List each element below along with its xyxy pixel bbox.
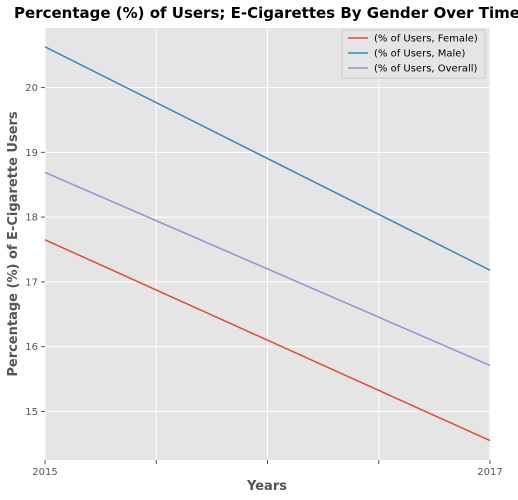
legend-box (341, 29, 486, 79)
y-tick-label: 15 (25, 407, 38, 418)
legend-label: (% of Users, Male) (374, 49, 465, 60)
legend: (% of Users, Female) (% of Users, Male) (%… (341, 29, 486, 79)
y-tick-label: 17 (25, 277, 38, 288)
y-tick-label: 20 (25, 83, 38, 94)
series-lines (44, 46, 491, 442)
x-axis-label: Years (246, 479, 287, 494)
series-line (44, 171, 491, 367)
legend-label: (% of Users, Female) (374, 34, 478, 45)
series-line (44, 46, 491, 271)
chart-title: Percentage (%) of Users; E-Cigarettes By… (14, 4, 518, 22)
x-axis-ticks: 2015 2017 (32, 460, 503, 478)
x-tick-label: 2017 (477, 467, 502, 478)
x-tick-label: 2015 (32, 467, 57, 478)
y-tick-label: 19 (25, 148, 38, 159)
y-axis-ticks: 15 16 17 18 19 20 (25, 83, 45, 418)
grid-lines (44, 28, 491, 460)
y-tick-label: 18 (25, 213, 38, 224)
legend-label: (% of Users, Overall) (374, 64, 477, 75)
y-axis-label: Percentage (%) of E-Cigarette Users (6, 111, 21, 377)
series-line (44, 239, 491, 442)
y-tick-label: 16 (25, 342, 38, 353)
